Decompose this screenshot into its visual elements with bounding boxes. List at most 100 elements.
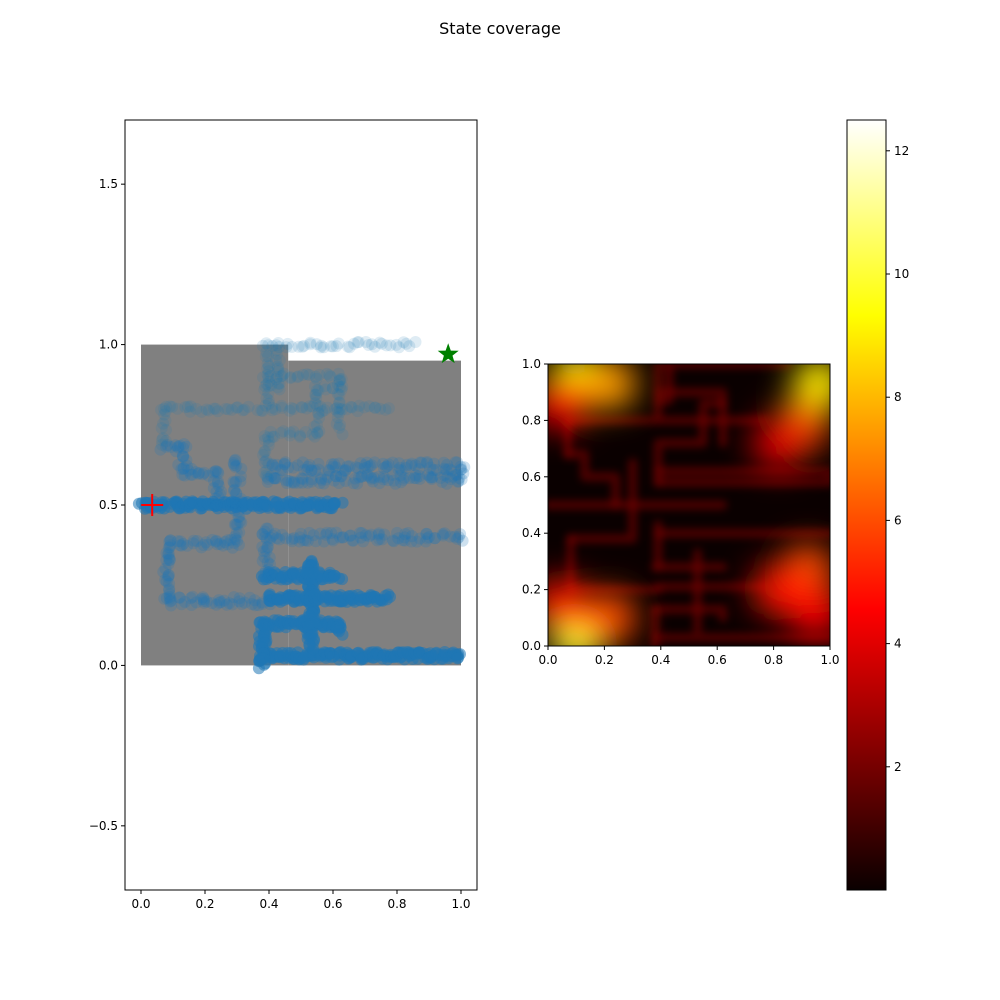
trajectory-point [313, 425, 326, 438]
trajectory-point [222, 403, 234, 416]
trajectory-point [212, 479, 225, 492]
trajectory-point [399, 462, 412, 474]
trajectory-point [333, 402, 346, 415]
trajectory-point [307, 643, 320, 656]
trajectory-point [351, 405, 364, 418]
trajectory-point [424, 461, 437, 474]
x-tick-label: 1.0 [820, 653, 839, 667]
trajectory-point [177, 442, 190, 454]
trajectory-point [341, 460, 354, 473]
trajectory-point [291, 371, 304, 384]
trajectory-point [425, 473, 438, 485]
trajectory-point [255, 404, 268, 417]
trajectory-point [248, 594, 261, 607]
trajectory-point [311, 427, 324, 440]
trajectory-point [405, 535, 418, 548]
trajectory-point [305, 475, 318, 488]
trajectory-point [305, 473, 318, 486]
trajectory-point [317, 477, 330, 490]
colorbar-frame [846, 119, 887, 891]
trajectory-point [326, 382, 339, 395]
trajectory-point [261, 357, 274, 370]
y-tick-label: 1.5 [99, 177, 118, 191]
y-tick-label: 0.5 [99, 498, 118, 512]
trajectory-point [303, 400, 316, 413]
trajectory-point [207, 466, 220, 479]
trajectory-point [164, 539, 177, 552]
trajectory-point [228, 484, 240, 497]
trajectory-point [210, 500, 223, 512]
trajectory-point [299, 534, 312, 547]
trajectory-point [296, 340, 309, 353]
trajectory-point [232, 538, 245, 551]
trajectory-point [278, 457, 291, 470]
trajectory-point [262, 394, 275, 407]
trajectory-point [327, 534, 340, 547]
trajectory-point [177, 538, 190, 550]
trajectory-point [258, 445, 271, 458]
trajectory-point [260, 522, 273, 535]
trajectory-point [273, 377, 286, 390]
trajectory-point [337, 531, 349, 544]
trajectory-point [277, 425, 290, 438]
trajectory-point [256, 598, 269, 610]
trajectory-point [210, 485, 223, 498]
trajectory-point [269, 403, 282, 416]
trajectory-point [161, 439, 174, 451]
trajectory-point [311, 384, 323, 397]
trajectory-point [386, 534, 399, 547]
trajectory-point [436, 528, 449, 541]
trajectory-point [262, 371, 275, 384]
trajectory-point [454, 463, 467, 476]
trajectory-point [309, 397, 322, 410]
trajectory-point [160, 554, 173, 567]
trajectory-point [261, 471, 274, 483]
trajectory-point [336, 628, 349, 641]
trajectory-point [261, 475, 274, 488]
trajectory-point [319, 383, 332, 396]
trajectory-point [437, 456, 450, 469]
trajectory-point [200, 403, 213, 416]
trajectory-point [329, 403, 342, 416]
trajectory-point [405, 457, 418, 470]
trajectory-point [256, 339, 269, 352]
trajectory-point [283, 426, 296, 439]
trajectory-point [256, 596, 269, 609]
trajectory-point [311, 426, 324, 439]
trajectory-point [209, 492, 222, 505]
trajectory-point [438, 462, 451, 475]
trajectory-point [159, 435, 172, 448]
trajectory-point [330, 470, 342, 483]
trajectory-point [322, 464, 335, 476]
trajectory-point [175, 539, 188, 552]
trajectory-point [328, 474, 340, 487]
trajectory-point [262, 360, 275, 373]
trajectory-point [270, 344, 283, 357]
trajectory-point [312, 407, 325, 420]
trajectory-point [155, 422, 168, 435]
trajectory-point [420, 527, 433, 540]
trajectory-point [270, 348, 283, 361]
trajectory-point [288, 477, 301, 489]
trajectory-point [211, 538, 224, 551]
trajectory-point [262, 397, 275, 410]
heatmap-x-axis: 0.0 0.2 0.4 0.6 0.8 1.0 [538, 646, 840, 667]
trajectory-point [225, 403, 238, 416]
trajectory-point [399, 528, 412, 541]
trajectory-point [155, 438, 168, 451]
trajectory-point [262, 435, 275, 448]
trajectory-point [155, 403, 168, 416]
trajectory-point [421, 468, 434, 481]
trajectory-point [266, 430, 279, 443]
trajectory-point [185, 462, 198, 475]
trajectory-point [233, 592, 246, 605]
colorbar-axis: 2 4 6 8 10 12 [886, 144, 909, 774]
trajectory-point [273, 341, 286, 353]
trajectory-point [256, 540, 269, 553]
trajectory-point [296, 476, 309, 489]
trajectory-point [173, 591, 186, 604]
heatmap-hotspot [792, 364, 830, 410]
trajectory-point [210, 598, 223, 611]
trajectory-point [177, 449, 189, 462]
trajectory-point [323, 464, 336, 477]
